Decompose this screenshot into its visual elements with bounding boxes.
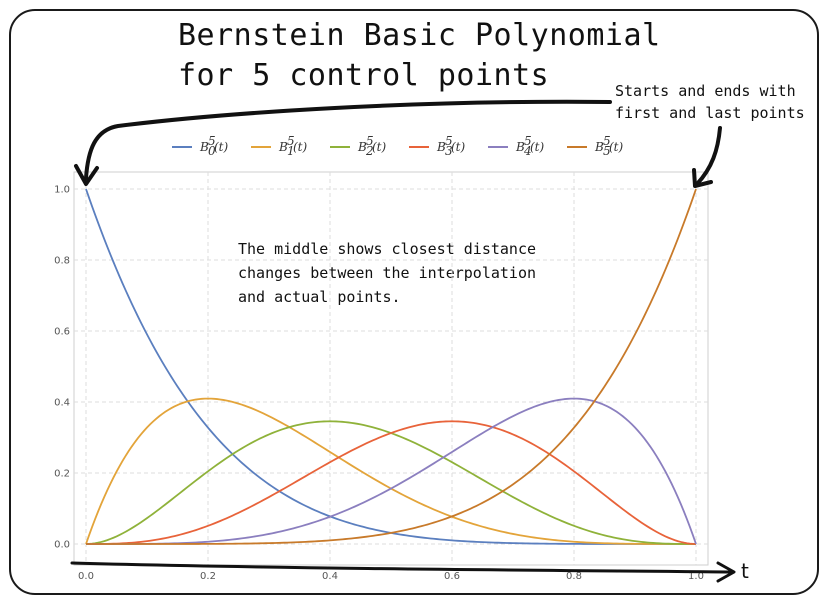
legend-subscript: 3 [445, 144, 453, 158]
note-line-1: The middle shows closest distance [238, 240, 537, 258]
title-line-1: Bernstein Basic Polynomial [178, 18, 661, 53]
grid-lines [74, 172, 708, 565]
legend-label: B [357, 140, 367, 154]
x-axis-label: t [741, 559, 749, 583]
legend-superscript: 5 [445, 134, 453, 148]
legend-argument: (t) [293, 140, 308, 154]
callout-arrow-right [695, 126, 722, 186]
y-tick-label: 0.8 [54, 256, 70, 267]
legend-superscript: 5 [524, 134, 532, 148]
legend-superscript: 5 [366, 134, 374, 148]
legend-argument: (t) [214, 140, 229, 154]
legend-entry-b1: B 51(t) [251, 134, 308, 158]
legend-entry-b5: B 55(t) [567, 134, 624, 158]
series-line-b0 [85, 188, 696, 545]
legend-label: B [594, 140, 604, 154]
legend-subscript: 0 [208, 144, 216, 158]
axis-ticks: 0.0 0.2 0.4 0.6 0.8 1.0 0.0 0.2 0.4 0.6 0.8 1.0 [54, 185, 704, 583]
y-tick-label: 0.6 [54, 327, 70, 338]
legend-superscript: 5 [603, 134, 611, 148]
legend-subscript: 5 [603, 144, 611, 158]
x-tick-label: 0.0 [78, 571, 94, 582]
legend-entry-b3: B 53(t) [409, 134, 466, 158]
legend-label: B [278, 140, 288, 154]
legend-subscript: 4 [523, 144, 532, 158]
legend-label: B [515, 140, 525, 154]
note-line-2: changes between the interpolation [238, 264, 537, 282]
y-tick-label: 0.2 [54, 469, 70, 480]
legend-entry-b2: B 52(t) [330, 134, 387, 158]
y-tick-label: 0.0 [54, 540, 70, 551]
series-line-b1 [85, 397, 696, 545]
legend-superscript: 5 [287, 134, 295, 148]
y-tick-label: 0.4 [54, 398, 70, 409]
callout-arrow-right-head [692, 168, 713, 188]
x-axis-arrow-line [70, 561, 734, 574]
outer-frame [9, 9, 819, 595]
x-tick-label: 0.8 [566, 571, 582, 582]
series-line-b2 [85, 420, 696, 545]
legend-superscript: 5 [208, 134, 216, 148]
x-tick-label: 0.2 [200, 571, 216, 582]
x-tick-label: 0.6 [444, 571, 460, 582]
legend-label: B [436, 140, 446, 154]
series-curves [85, 188, 697, 545]
series-line-b3 [86, 420, 697, 545]
legend-argument: (t) [451, 140, 466, 154]
series-line-b4 [86, 397, 697, 545]
callout-line-1: Starts and ends with [615, 82, 796, 100]
legend-argument: (t) [530, 140, 545, 154]
title-line-2: for 5 control points [178, 58, 550, 93]
plot-area-frame [73, 171, 709, 566]
note-line-3: and actual points. [238, 288, 401, 306]
legend-argument: (t) [372, 140, 387, 154]
callout-arrow-left-head [74, 164, 99, 186]
x-tick-label: 1.0 [688, 571, 704, 582]
x-axis-arrow-head [716, 561, 736, 583]
legend-entry-b4: B 54(t) [488, 134, 545, 158]
x-tick-label: 0.4 [322, 571, 338, 582]
legend-argument: (t) [609, 140, 624, 154]
y-tick-label: 1.0 [54, 185, 70, 196]
legend-subscript: 1 [287, 144, 295, 158]
callout-line-2: first and last points [615, 104, 805, 122]
legend-entry-b0: B 50(t) [172, 134, 229, 158]
series-line-b5 [86, 188, 697, 545]
legend-subscript: 2 [365, 144, 374, 158]
callout-arrow-left [84, 99, 612, 180]
legend: B 50(t) B 51(t) B 52(t) B 53(t) B 54(t) B 55(t) [172, 134, 624, 158]
legend-label: B [199, 140, 209, 154]
